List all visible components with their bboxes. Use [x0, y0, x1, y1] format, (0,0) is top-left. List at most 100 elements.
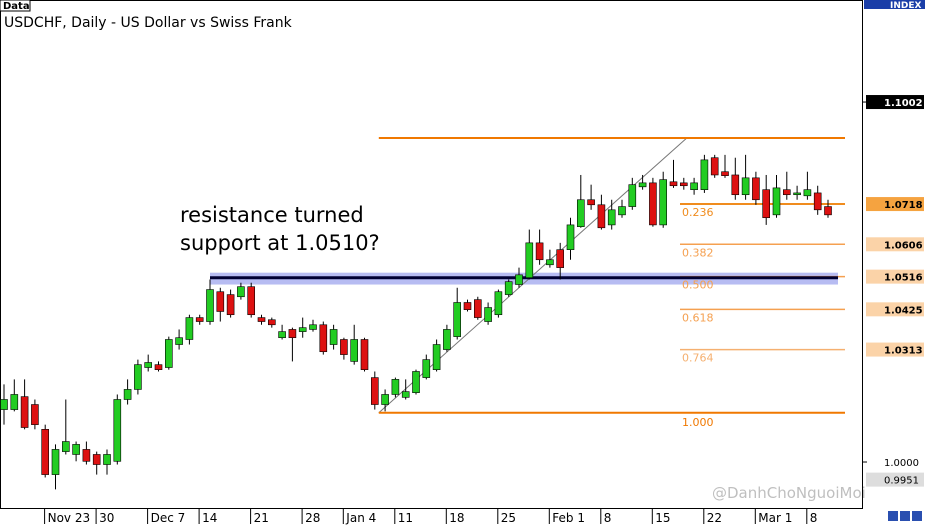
fib-ratio: 0.382 [682, 246, 714, 259]
candle-body [319, 324, 328, 353]
tag-box [0, 0, 31, 12]
candle-body [288, 329, 297, 339]
price-box [866, 302, 924, 317]
candle-body [412, 371, 420, 393]
candle-body [216, 291, 225, 312]
x-tick-label: Feb 1 [552, 511, 585, 525]
candle-body [10, 394, 19, 410]
candle-body [340, 339, 348, 355]
candle-body [546, 259, 554, 266]
candle-body [484, 307, 492, 322]
candle-body [298, 327, 307, 332]
candle-body [144, 362, 152, 368]
candle-body [267, 319, 276, 326]
x-tick-label: 8 [810, 511, 818, 525]
x-tick-label: 8 [604, 511, 612, 525]
chart-title: USDCHF, Daily - US Dollar vs Swiss Frank [4, 15, 293, 31]
price-box [866, 237, 924, 252]
candle-body [278, 331, 286, 339]
candle-body [195, 317, 204, 322]
y-tick-box [866, 95, 924, 110]
candle-body [803, 189, 812, 197]
candle-body [525, 242, 534, 279]
candle-body [741, 177, 750, 196]
x-tick-label: Dec 7 [151, 511, 186, 525]
candle-body [206, 289, 214, 322]
candle-body [721, 171, 729, 176]
candle-body [329, 329, 338, 345]
plot-frame [0, 0, 863, 509]
candle-body [432, 344, 441, 370]
candle-body [422, 359, 431, 378]
candle-body [473, 299, 482, 318]
candle-body [134, 364, 142, 390]
candle-body [82, 449, 91, 462]
price-label: 1.0718 [884, 200, 923, 211]
candle-body [566, 224, 575, 250]
candle-body [638, 182, 647, 188]
x-tick-label: Jan 4 [345, 511, 376, 525]
tag: Data [3, 1, 30, 12]
annotation-line: resistance turned [180, 203, 364, 227]
candle-body [824, 206, 832, 216]
nav-icon[interactable] [888, 511, 898, 521]
candle-body [350, 339, 359, 362]
candle-body [41, 429, 50, 475]
index-box [864, 0, 925, 9]
candle-body [175, 337, 183, 345]
candle-body [587, 199, 595, 206]
candle-body [618, 206, 626, 216]
candle-body [165, 339, 173, 368]
candle-body [556, 249, 565, 268]
candle-body [237, 286, 245, 298]
candle-body [649, 182, 657, 226]
x-tick-label: 14 [202, 511, 217, 525]
candle-body [226, 294, 235, 316]
price-label: 1.0606 [884, 240, 923, 251]
y-tick-label: 1.0000 [884, 458, 919, 469]
candle-body [782, 189, 791, 196]
x-tick-label: Nov 23 [48, 511, 91, 525]
candle-body [185, 317, 194, 340]
candle-body [113, 399, 122, 462]
candle-body [669, 181, 678, 187]
candle-body [61, 441, 70, 452]
candle-body [494, 291, 503, 316]
candle-body [443, 329, 451, 350]
candle-body [607, 209, 616, 226]
candle-body [597, 204, 606, 229]
candle-body [515, 274, 523, 285]
candle-body [401, 391, 410, 398]
candle-body [51, 449, 60, 475]
annotation-line: support at 1.0510? [180, 231, 380, 255]
x-tick-label: 11 [398, 511, 413, 525]
candle-body [504, 281, 513, 295]
nav-icon[interactable] [912, 511, 922, 521]
candle-body [628, 184, 637, 207]
candle-body [700, 159, 709, 190]
candle-body [793, 192, 801, 196]
candle-body [154, 364, 163, 370]
candle-body [690, 182, 698, 190]
x-tick-label: 30 [99, 511, 114, 525]
candle-body [463, 302, 472, 310]
candle-body [659, 179, 668, 226]
fib-ratio: 0.618 [682, 311, 714, 324]
candle-body [710, 157, 719, 176]
nav-icon[interactable] [900, 511, 910, 521]
candle-body [762, 189, 771, 219]
x-tick-label: 15 [655, 511, 670, 525]
price-label: 1.0313 [884, 346, 923, 357]
price-box [866, 269, 924, 284]
price-label: 0.9951 [884, 476, 919, 487]
fib-ratio: 0.764 [682, 352, 714, 365]
candle-body [257, 317, 266, 322]
candle-body [731, 174, 740, 196]
y-tick-label: 1.1002 [884, 98, 923, 109]
candle-body [31, 404, 39, 425]
price-box [866, 342, 924, 357]
candle-body [72, 444, 80, 455]
fib-ratio: 1.000 [682, 416, 714, 429]
